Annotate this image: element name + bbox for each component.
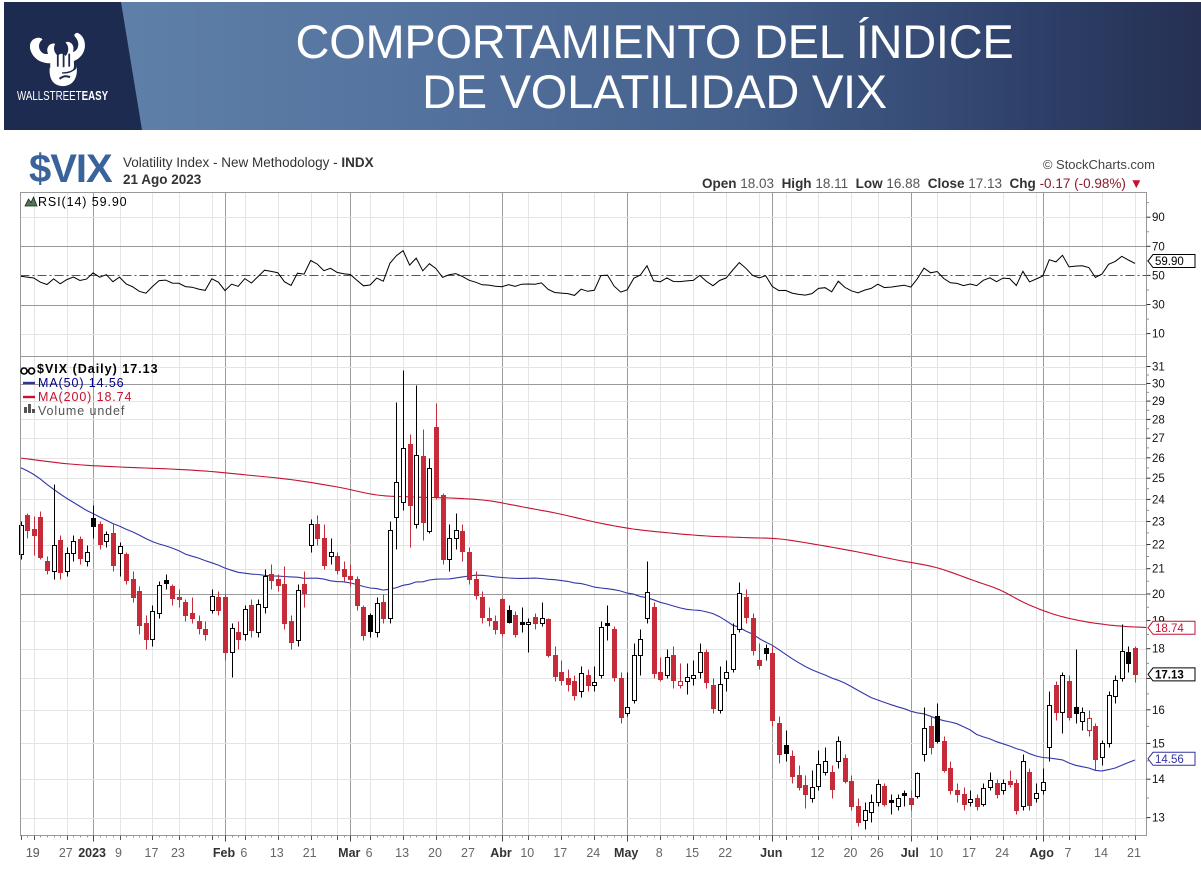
svg-text:16: 16 bbox=[1152, 705, 1165, 717]
svg-text:Jul: Jul bbox=[901, 846, 919, 860]
svg-text:MA(50) 14.56: MA(50) 14.56 bbox=[38, 376, 125, 390]
svg-text:13: 13 bbox=[395, 846, 409, 860]
svg-text:90: 90 bbox=[1152, 212, 1165, 224]
svg-text:27: 27 bbox=[59, 846, 73, 860]
svg-text:Abr: Abr bbox=[490, 846, 512, 860]
svg-text:Ago: Ago bbox=[1030, 846, 1055, 860]
svg-text:31: 31 bbox=[1152, 362, 1165, 374]
svg-text:2023: 2023 bbox=[78, 846, 106, 860]
svg-text:8: 8 bbox=[656, 846, 663, 860]
svg-text:14.56: 14.56 bbox=[1155, 754, 1184, 766]
svg-text:Mar: Mar bbox=[338, 846, 360, 860]
svg-text:27: 27 bbox=[461, 846, 475, 860]
svg-text:Feb: Feb bbox=[213, 846, 236, 860]
svg-text:21: 21 bbox=[1127, 846, 1141, 860]
svg-text:MA(200) 18.74: MA(200) 18.74 bbox=[38, 390, 132, 404]
svg-text:WALLSTREETEASY: WALLSTREETEASY bbox=[17, 90, 108, 104]
svg-text:15: 15 bbox=[1152, 738, 1165, 750]
svg-text:26: 26 bbox=[1152, 453, 1165, 465]
svg-text:21: 21 bbox=[1152, 564, 1165, 576]
svg-text:Volume undef: Volume undef bbox=[38, 404, 125, 418]
svg-text:19: 19 bbox=[26, 846, 40, 860]
svg-text:18.74: 18.74 bbox=[1155, 623, 1184, 635]
svg-text:10: 10 bbox=[520, 846, 534, 860]
svg-text:7: 7 bbox=[1065, 846, 1072, 860]
svg-text:17: 17 bbox=[962, 846, 976, 860]
svg-text:26: 26 bbox=[870, 846, 884, 860]
svg-text:29: 29 bbox=[1152, 396, 1165, 408]
svg-text:10: 10 bbox=[1152, 329, 1165, 341]
svg-text:28: 28 bbox=[1152, 414, 1165, 426]
svg-text:21: 21 bbox=[303, 846, 317, 860]
svg-text:13: 13 bbox=[1152, 813, 1165, 825]
svg-text:20: 20 bbox=[428, 846, 442, 860]
svg-text:50: 50 bbox=[1152, 270, 1165, 282]
svg-text:20: 20 bbox=[843, 846, 857, 860]
svg-text:22: 22 bbox=[1152, 540, 1165, 552]
svg-text:59.90: 59.90 bbox=[1155, 256, 1184, 268]
svg-text:10: 10 bbox=[929, 846, 943, 860]
svg-text:24: 24 bbox=[1152, 494, 1165, 506]
svg-text:17: 17 bbox=[145, 846, 159, 860]
svg-text:9: 9 bbox=[115, 846, 122, 860]
svg-text:19: 19 bbox=[26, 846, 40, 860]
svg-text:25: 25 bbox=[1152, 473, 1165, 485]
svg-text:Jun: Jun bbox=[760, 846, 782, 860]
svg-text:$VIX (Daily) 17.13: $VIX (Daily) 17.13 bbox=[37, 362, 159, 376]
svg-text:14: 14 bbox=[1094, 846, 1108, 860]
svg-text:70: 70 bbox=[1152, 241, 1165, 253]
svg-text:18: 18 bbox=[1152, 644, 1165, 656]
svg-text:23: 23 bbox=[171, 846, 185, 860]
svg-text:23: 23 bbox=[1152, 517, 1165, 529]
svg-text:20: 20 bbox=[1152, 589, 1165, 601]
svg-text:14: 14 bbox=[1152, 774, 1165, 786]
svg-text:24: 24 bbox=[586, 846, 600, 860]
svg-text:30: 30 bbox=[1152, 300, 1165, 312]
svg-text:RSI(14) 59.90: RSI(14) 59.90 bbox=[38, 195, 128, 209]
svg-text:13: 13 bbox=[270, 846, 284, 860]
svg-text:17.13: 17.13 bbox=[1155, 669, 1184, 681]
svg-text:12: 12 bbox=[811, 846, 825, 860]
svg-text:30: 30 bbox=[1152, 379, 1165, 391]
svg-text:6: 6 bbox=[240, 846, 247, 860]
svg-text:22: 22 bbox=[718, 846, 732, 860]
svg-text:24: 24 bbox=[995, 846, 1009, 860]
svg-text:6: 6 bbox=[366, 846, 373, 860]
svg-text:27: 27 bbox=[1152, 433, 1165, 445]
svg-text:May: May bbox=[614, 846, 638, 860]
svg-text:15: 15 bbox=[685, 846, 699, 860]
svg-text:17: 17 bbox=[553, 846, 567, 860]
